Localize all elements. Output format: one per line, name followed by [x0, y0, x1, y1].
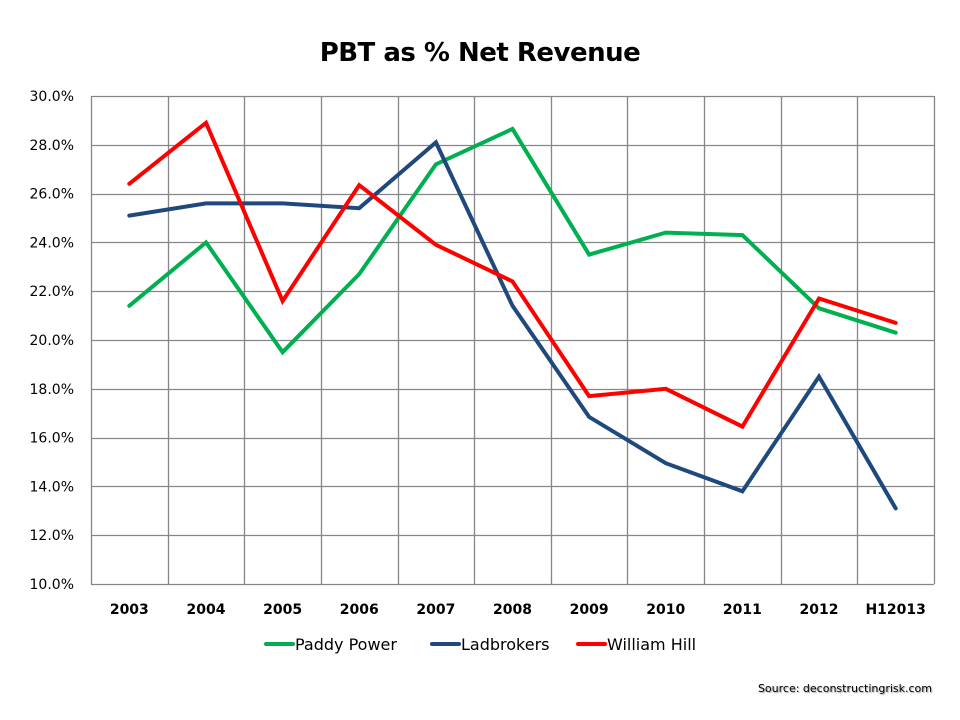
x-tick-label: 2006: [340, 602, 379, 618]
y-tick-label: 10.0%: [30, 577, 74, 593]
y-tick-label: 28.0%: [30, 138, 74, 154]
x-tick-label: 2012: [800, 602, 839, 618]
gridlines: [90, 95, 936, 586]
chart-title: PBT as % Net Revenue: [319, 38, 641, 68]
y-tick-label: 18.0%: [30, 382, 74, 398]
x-tick-label: 2003: [110, 602, 149, 618]
y-tick-label: 16.0%: [30, 431, 74, 447]
y-tick-label: 12.0%: [30, 528, 74, 544]
y-tick-label: 20.0%: [30, 333, 74, 349]
x-tick-label: 2007: [416, 602, 455, 618]
legend-label: Ladbrokers: [461, 635, 550, 654]
y-tick-label: 26.0%: [30, 187, 74, 203]
y-tick-label: 22.0%: [30, 284, 74, 300]
legend-item: Ladbrokers: [430, 635, 550, 654]
legend-label: Paddy Power: [295, 635, 397, 654]
x-tick-label: 2008: [493, 602, 532, 618]
legend-item: Paddy Power: [264, 635, 397, 654]
y-tick-label: 30.0%: [30, 89, 74, 105]
x-tick-label: 2005: [263, 602, 302, 618]
legend-item: William Hill: [576, 635, 696, 654]
y-tick-label: 24.0%: [30, 235, 74, 251]
x-tick-label: 2011: [723, 602, 762, 618]
legend: Paddy Power Ladbrokers William Hill: [264, 635, 696, 654]
x-tick-label: 2009: [570, 602, 609, 618]
legend-label: William Hill: [607, 635, 696, 654]
source-note: Source: deconstructingrisk.com: [757, 682, 932, 695]
x-tick-label: H12013: [865, 602, 925, 618]
x-tick-label: 2010: [646, 602, 685, 618]
x-axis-ticks: 2003 2004 2005 2006 2007 2008 2009 2010 2011 2012…: [110, 602, 926, 618]
y-axis-ticks: 10.0% 12.0% 14.0% 16.0% 18.0% 20.0% 22.0% 24.0%…: [30, 89, 74, 593]
x-tick-label: 2004: [186, 602, 225, 618]
series-lines: [127, 119, 898, 511]
y-tick-label: 14.0%: [30, 479, 74, 495]
